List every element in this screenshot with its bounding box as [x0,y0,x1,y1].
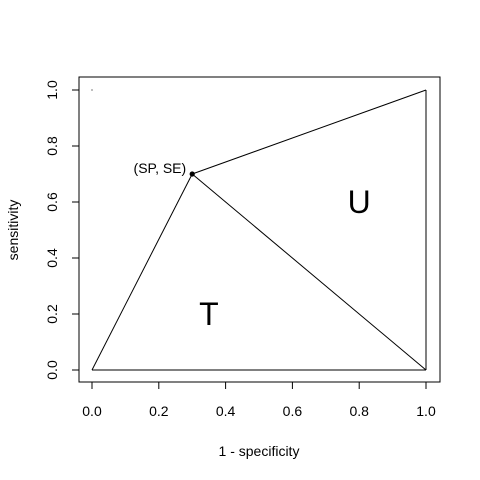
x-tick-label: 0.0 [82,403,102,419]
x-tick-label: 0.8 [349,403,369,419]
stray-mark [91,89,93,91]
x-axis-ticks: 0.0 0.2 0.4 0.6 0.8 1.0 [82,382,436,419]
x-tick-label: 1.0 [416,403,436,419]
y-axis-label: sensitivity [5,200,21,261]
diagram-segment [191,173,427,371]
y-tick-label: 1.0 [44,80,60,100]
y-tick-label: 0.6 [44,192,60,212]
diagram-segment [192,89,427,175]
region-label-t: T [199,296,219,332]
y-tick-label: 0.8 [44,136,60,156]
x-axis-label: 1 - specificity [219,443,300,459]
x-axis: 0.0 0.2 0.4 0.6 0.8 1.0 [82,381,436,419]
region-labels: TU [199,184,371,332]
y-tick-label: 0.0 [44,360,60,380]
region-label-u: U [348,184,371,220]
x-tick-label: 0.2 [149,403,169,419]
sp-se-point [189,171,195,177]
x-tick-label: 0.6 [283,403,303,419]
y-axis-ticks: 0.0 0.2 0.4 0.6 0.8 1.0 [44,80,79,380]
x-tick-label: 0.4 [216,403,236,419]
y-tick-label: 0.2 [44,304,60,324]
diagram-segment [91,173,193,371]
y-tick-label: 0.4 [44,248,60,268]
diagram-lines [91,89,427,371]
stray-marks [91,89,93,91]
sp-se-point-label: (SP, SE) [134,160,187,176]
y-axis: 0.0 0.2 0.4 0.6 0.8 1.0 [44,80,80,380]
